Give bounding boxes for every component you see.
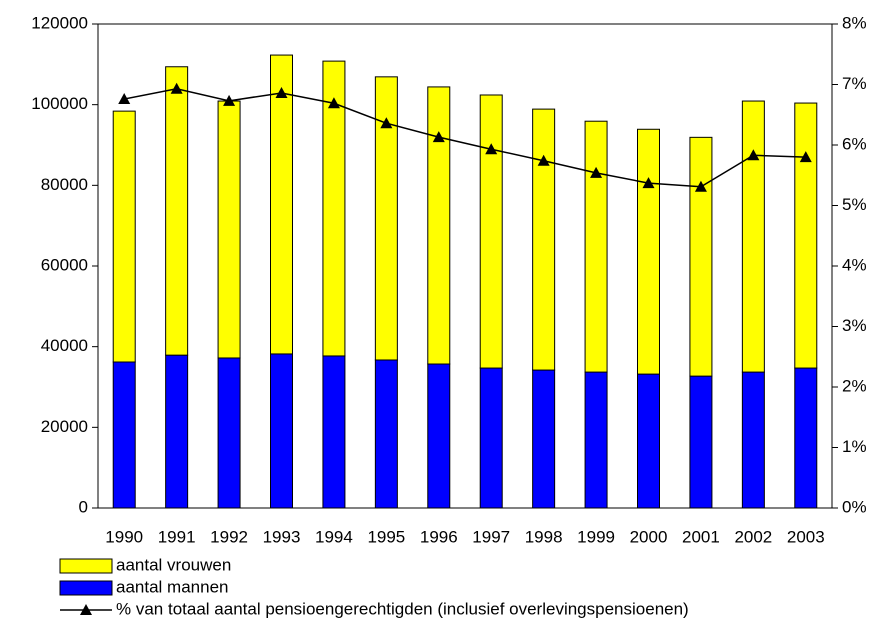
x-tick-label: 1999 <box>577 527 615 546</box>
bar-segment <box>741 100 765 373</box>
y-tick-label: 20000 <box>41 417 88 436</box>
x-tick-label: 1995 <box>367 527 405 546</box>
y2-tick-label: 7% <box>842 74 867 93</box>
y2-tick-label: 8% <box>842 13 867 32</box>
legend-swatch <box>59 558 113 574</box>
bar-segment <box>794 102 818 369</box>
bar-segment <box>689 375 713 509</box>
legend-marker <box>80 604 92 615</box>
bar-segment <box>112 110 136 363</box>
legend-label: aantal mannen <box>116 577 228 596</box>
bar-segment <box>584 371 608 509</box>
bar-segment <box>741 371 765 509</box>
bar-segment <box>322 355 346 509</box>
y-tick-label: 120000 <box>31 13 88 32</box>
bar-segment <box>165 354 189 509</box>
x-tick-label: 1998 <box>525 527 563 546</box>
bar-segment <box>479 367 503 509</box>
y-tick-label: 80000 <box>41 175 88 194</box>
bar-segment <box>532 108 556 371</box>
legend-label: aantal vrouwen <box>116 555 231 574</box>
line-marker <box>590 166 603 178</box>
y-tick-label: 60000 <box>41 255 88 274</box>
y-tick-label: 100000 <box>31 94 88 113</box>
line-marker <box>223 94 236 106</box>
bar-segment <box>217 100 241 359</box>
bar-segment <box>532 369 556 509</box>
x-tick-label: 1997 <box>472 527 510 546</box>
y2-tick-label: 2% <box>842 376 867 395</box>
bar-segment <box>794 367 818 509</box>
bar-segment <box>427 363 451 509</box>
line-marker <box>537 154 550 166</box>
y2-tick-label: 5% <box>842 195 867 214</box>
bar-segment <box>270 54 293 355</box>
x-tick-label: 1992 <box>210 527 248 546</box>
bar-segment <box>322 60 346 357</box>
legend-label: % van totaal aantal pensioengerechtigden… <box>116 599 689 618</box>
line-marker <box>275 86 288 98</box>
line-marker <box>485 143 498 155</box>
x-tick-label: 1990 <box>105 527 143 546</box>
x-tick-label: 2002 <box>734 527 772 546</box>
x-tick-label: 1996 <box>420 527 458 546</box>
y2-tick-label: 0% <box>842 497 867 516</box>
bar-segment <box>374 359 398 509</box>
bar-segment <box>270 353 293 509</box>
line-series <box>124 87 806 188</box>
bar-segment <box>584 120 608 373</box>
x-tick-label: 1994 <box>315 527 353 546</box>
bar-segment <box>165 66 189 356</box>
y2-tick-label: 1% <box>842 437 867 456</box>
x-tick-label: 1991 <box>158 527 196 546</box>
y-tick-label: 0 <box>79 497 88 516</box>
line-marker <box>747 149 760 161</box>
bar-segment <box>217 357 241 509</box>
line-marker <box>170 82 183 94</box>
bar-segment <box>637 128 660 375</box>
y2-tick-label: 4% <box>842 255 867 274</box>
line-marker <box>432 131 445 143</box>
bar-segment <box>689 136 713 377</box>
y2-tick-label: 6% <box>842 134 867 153</box>
line-marker <box>799 151 812 163</box>
line-marker <box>380 117 393 129</box>
line-marker <box>642 177 655 189</box>
bar-segment <box>479 94 503 369</box>
y2-tick-label: 3% <box>842 316 867 335</box>
line-marker <box>694 180 707 192</box>
bar-segment <box>427 86 451 365</box>
y-tick-label: 40000 <box>41 336 88 355</box>
line-marker <box>118 93 131 105</box>
bar-segment <box>112 361 136 509</box>
x-tick-label: 2000 <box>630 527 668 546</box>
bar-segment <box>374 76 398 361</box>
x-tick-label: 1993 <box>263 527 301 546</box>
legend-swatch <box>59 580 113 596</box>
x-tick-label: 2001 <box>682 527 720 546</box>
bar-segment <box>637 373 660 509</box>
x-tick-label: 2003 <box>787 527 825 546</box>
line-marker <box>327 97 340 109</box>
